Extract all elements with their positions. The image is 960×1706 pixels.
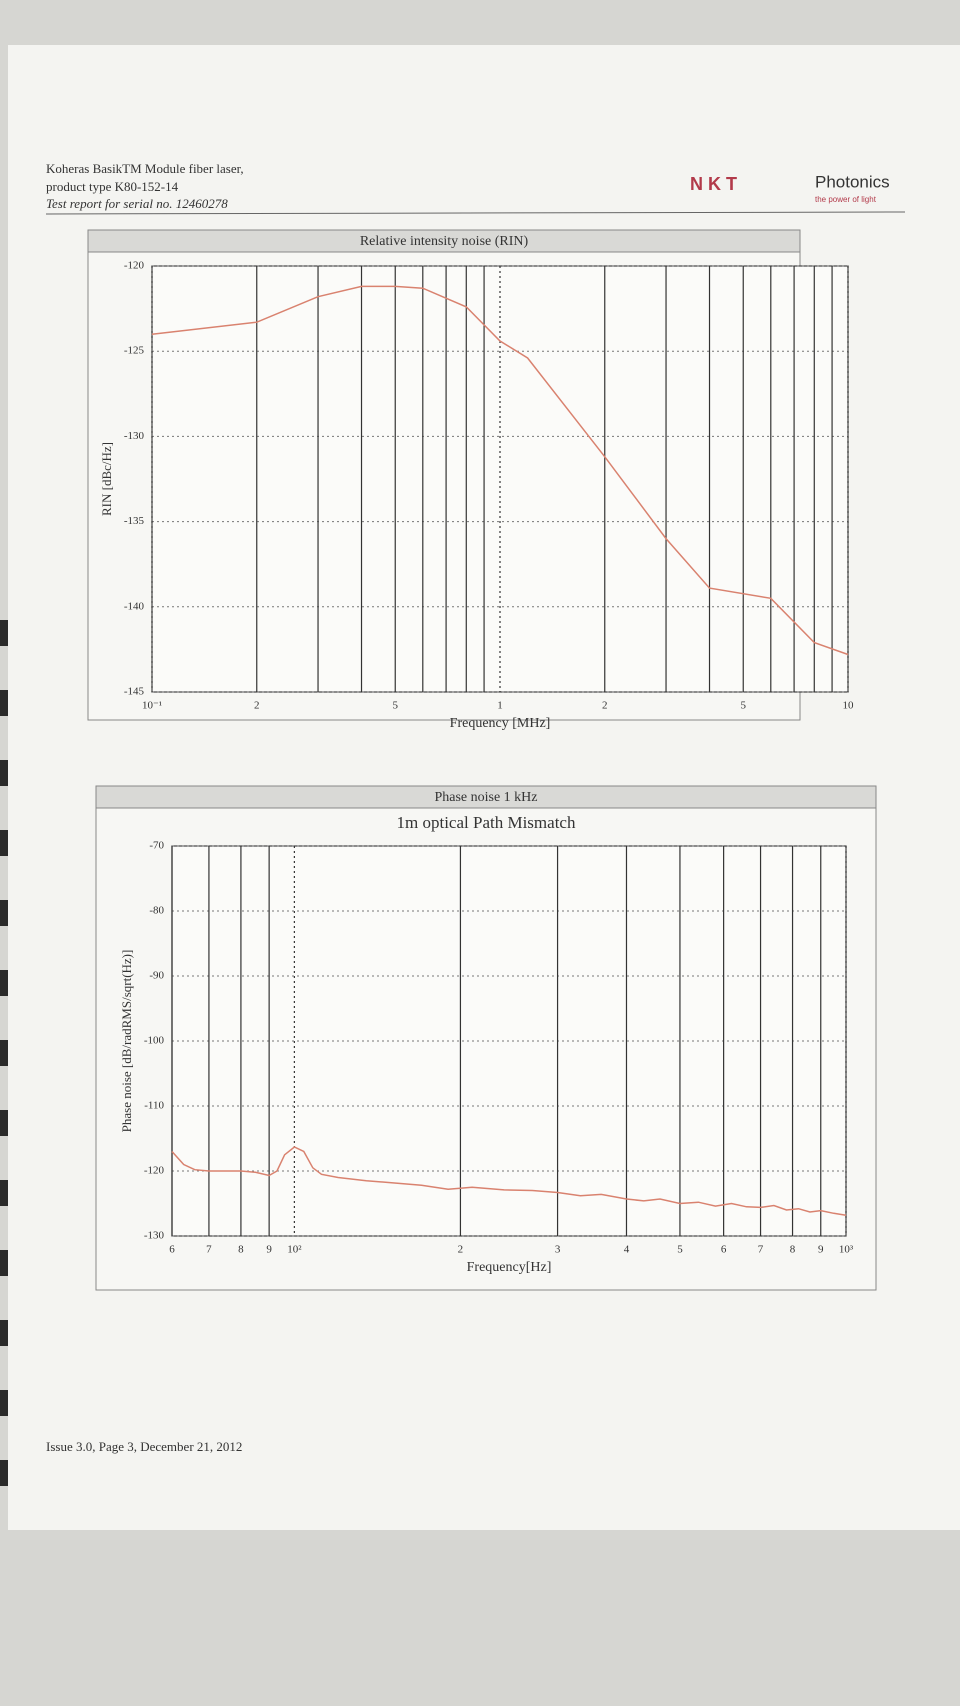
y-tick-label: -80 [149, 905, 164, 917]
y-tick-label: -125 [124, 345, 145, 357]
y-tick-label: -120 [144, 1165, 165, 1177]
data-line [171, 1146, 847, 1216]
chart-title: Phase noise 1 kHz [434, 790, 537, 805]
header-line: Test report for serial no. 12460278 [46, 196, 228, 211]
x-tick-label: 9 [266, 1244, 272, 1256]
x-tick-label: 5 [677, 1244, 683, 1256]
x-tick-label: 8 [790, 1244, 796, 1256]
x-tick-label: 5 [740, 700, 746, 712]
x-tick-label: 1 [497, 700, 503, 712]
x-tick-label: 10 [843, 700, 855, 712]
x-tick-label: 8 [238, 1244, 244, 1256]
title-bar [87, 229, 801, 253]
y-tick-label: -120 [124, 260, 145, 272]
x-tick-label: 2 [254, 700, 260, 712]
binding [0, 620, 8, 1486]
y-tick-label: -100 [144, 1035, 165, 1047]
x-tick-label: 6 [721, 1244, 727, 1256]
y-tick-label: -135 [124, 515, 145, 527]
y-tick-label: -130 [144, 1230, 165, 1242]
x-tick-label: 3 [555, 1244, 561, 1256]
chart-title: Relative intensity noise (RIN) [360, 234, 529, 249]
logo-name: Photonics [815, 172, 890, 191]
x-tick-label: 10² [287, 1244, 302, 1256]
x-tick-label: 10⁻¹ [142, 700, 162, 712]
x-tick-label: 5 [392, 700, 398, 712]
chart-subtitle: 1m optical Path Mismatch [397, 813, 576, 832]
footer: Issue 3.0, Page 3, December 21, 2012 [46, 1439, 242, 1454]
y-tick-label: -145 [124, 686, 145, 698]
x-tick-label: 4 [624, 1244, 630, 1256]
x-tick-label: 7 [206, 1244, 212, 1256]
title-bar [95, 785, 877, 809]
header-line: product type K80-152-14 [46, 179, 179, 194]
y-tick-label: -70 [149, 840, 164, 852]
header-line: Koheras BasikTM Module fiber laser, [46, 161, 244, 176]
header-rule [45, 211, 906, 215]
x-tick-label: 7 [758, 1244, 764, 1256]
y-tick-label: -90 [149, 970, 164, 982]
y-axis-label: Phase noise [dB/radRMS/sqrt(Hz)] [119, 950, 134, 1133]
y-axis-label: RIN [dBc/Hz] [99, 442, 114, 516]
logo-mark: N K T [690, 174, 737, 194]
logo-tagline: the power of light [815, 195, 877, 204]
y-tick-label: -140 [124, 600, 145, 612]
y-tick-label: -110 [144, 1100, 164, 1112]
x-tick-label: 9 [818, 1244, 824, 1256]
x-tick-label: 2 [602, 700, 608, 712]
x-tick-label: 6 [169, 1244, 175, 1256]
y-tick-label: -130 [124, 430, 145, 442]
x-tick-label: 2 [458, 1244, 464, 1256]
data-line [151, 285, 849, 656]
x-tick-label: 10³ [839, 1244, 854, 1256]
x-axis-label: Frequency[Hz] [467, 1260, 552, 1275]
x-axis-label: Frequency [MHz] [450, 716, 551, 731]
